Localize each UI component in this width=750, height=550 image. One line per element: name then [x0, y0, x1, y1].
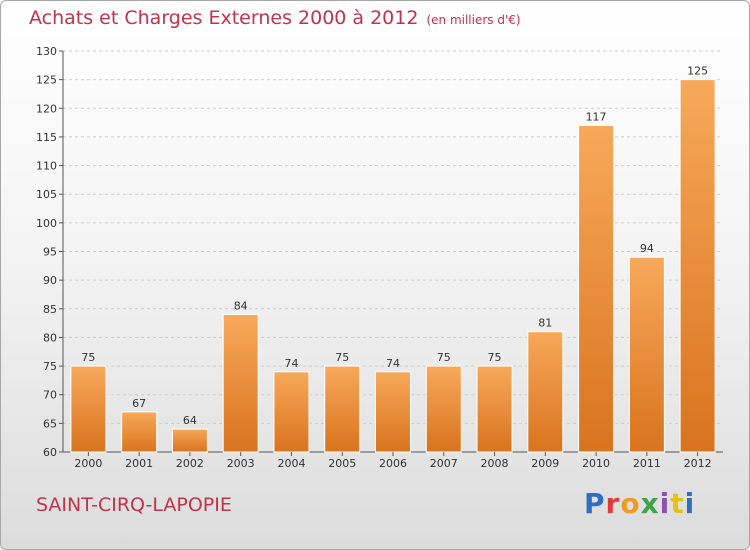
bar-2008	[476, 365, 513, 453]
chart-title: Achats et Charges Externes 2000 à 2012 (e…	[29, 7, 521, 29]
data-label-2008: 75	[488, 351, 502, 364]
bar-2012	[679, 79, 716, 453]
bar-2004	[273, 371, 310, 453]
y-tick-label: 90	[43, 274, 57, 287]
bar-2000	[70, 365, 107, 453]
bar-2001	[121, 411, 158, 453]
y-tick-label: 65	[43, 417, 57, 430]
bar-2006	[375, 371, 411, 453]
bar-2009	[527, 331, 564, 453]
x-tick-label: 2000	[74, 457, 102, 470]
data-label-2009: 81	[538, 317, 552, 330]
x-tick-label: 2006	[379, 457, 407, 470]
chart-unit: (en milliers d'€)	[426, 13, 521, 27]
y-tick-label: 70	[43, 389, 57, 402]
data-label-2001: 67	[132, 397, 146, 410]
x-tick-label: 2004	[277, 457, 305, 470]
y-tick-label: 105	[36, 188, 57, 201]
data-label-2003: 84	[234, 300, 248, 313]
y-tick-label: 60	[43, 446, 57, 459]
bar-2002	[171, 428, 208, 453]
x-tick-label: 2010	[582, 457, 610, 470]
y-tick-label: 80	[43, 331, 57, 344]
data-label-2002: 64	[183, 414, 197, 427]
data-label-2012: 125	[687, 65, 708, 78]
y-tick-label: 120	[36, 102, 57, 115]
x-tick-label: 2002	[176, 457, 204, 470]
data-label-2006: 74	[386, 357, 400, 370]
y-tick-label: 125	[36, 74, 57, 87]
x-tick-label: 2003	[227, 457, 255, 470]
data-label-2011: 94	[640, 242, 654, 255]
data-label-2010: 117	[586, 110, 607, 123]
bar-2010	[578, 124, 615, 453]
bar-2003	[222, 314, 259, 453]
x-tick-label: 2005	[328, 457, 356, 470]
y-tick-label: 95	[43, 246, 57, 259]
y-tick-label: 100	[36, 217, 57, 230]
bar-2011	[628, 256, 665, 453]
x-tick-label: 2012	[684, 457, 712, 470]
x-tick-label: 2001	[125, 457, 153, 470]
x-tick-label: 2008	[481, 457, 509, 470]
bar-2007	[425, 365, 462, 453]
proxiti-logo: Proxiti	[584, 487, 696, 520]
data-label-2005: 75	[335, 351, 349, 364]
x-tick-label: 2009	[531, 457, 559, 470]
commune-name: SAINT-CIRQ-LAPOPIE	[36, 494, 232, 516]
y-tick-label: 85	[43, 303, 57, 316]
y-tick-label: 75	[43, 360, 57, 373]
x-tick-label: 2007	[430, 457, 458, 470]
data-label-2004: 74	[284, 357, 298, 370]
data-label-2000: 75	[81, 351, 95, 364]
data-label-2007: 75	[437, 351, 451, 364]
y-tick-label: 115	[36, 131, 57, 144]
y-tick-label: 130	[36, 45, 57, 58]
x-tick-label: 2011	[633, 457, 661, 470]
y-tick-label: 110	[36, 160, 57, 173]
chart-title-text: Achats et Charges Externes 2000 à 2012	[29, 7, 419, 29]
bar-2005	[324, 365, 361, 453]
